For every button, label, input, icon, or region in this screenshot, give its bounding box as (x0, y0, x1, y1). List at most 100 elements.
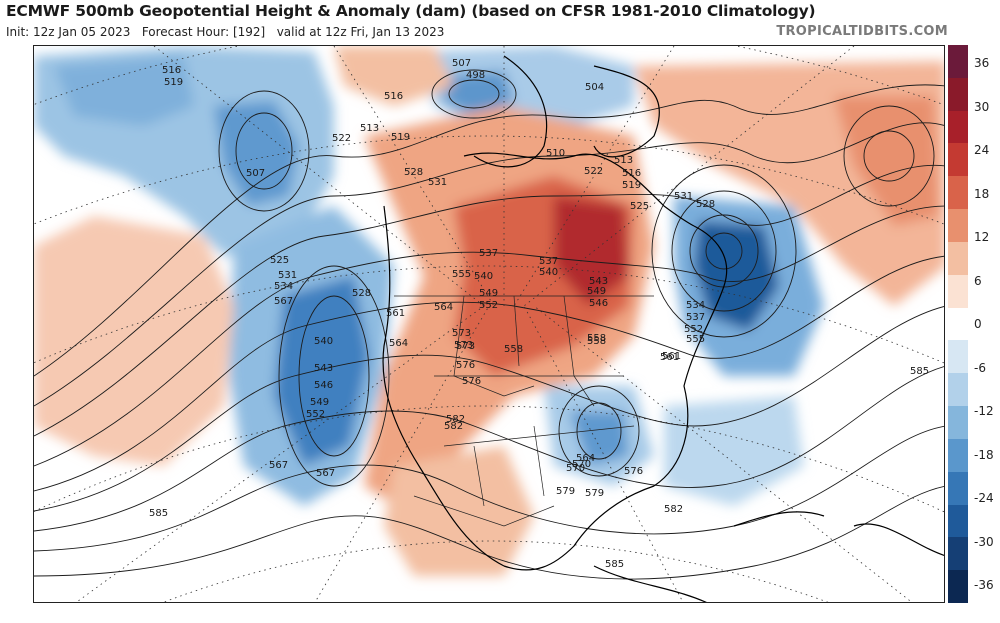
colorbar-tick-label: -30 (974, 534, 994, 549)
contour-label: 558 (587, 333, 606, 344)
colorbar-cell (948, 471, 968, 506)
contour-label: 519 (164, 77, 183, 88)
neg-anomaly-gulf-low-core (569, 411, 629, 466)
contour-label: 531 (278, 270, 297, 281)
colorbar-cell (948, 241, 968, 276)
colorbar-tick-label: 6 (974, 273, 982, 288)
contour-label: 543 (589, 276, 608, 287)
neg-anomaly-west-trough-core (274, 276, 369, 466)
contour-label: 561 (660, 352, 679, 363)
colorbar-cell (948, 143, 968, 177)
colorbar-cell (948, 45, 968, 79)
contour-label: 507 (246, 168, 265, 179)
colorbar-cell (948, 274, 968, 309)
height-contours (34, 69, 944, 580)
colorbar-tick-label: 30 (974, 99, 990, 114)
contour-label: 561 (386, 308, 405, 319)
contour-label: 585 (605, 559, 624, 570)
contour-label: 537 (479, 248, 498, 259)
anomaly-map: 516 519 507 498 504 510 513 516 519 522 … (34, 46, 944, 602)
contour-label: 549 (310, 397, 329, 408)
contour-label: 534 (274, 281, 293, 292)
colorbar-cell (948, 340, 968, 374)
contour-label: 528 (404, 167, 423, 178)
contour-label: 540 (539, 267, 558, 278)
contour-label: 519 (391, 132, 410, 143)
colorbar-cell (948, 504, 968, 538)
map-panel: 516 519 507 498 504 510 513 516 519 522 … (33, 45, 945, 603)
pos-anomaly-north-atlantic-core (834, 96, 939, 226)
contour-label: 543 (314, 363, 333, 374)
contour-label: 585 (910, 366, 929, 377)
contour-label: 552 (684, 324, 703, 335)
colorbar-tick-label: 12 (974, 230, 990, 244)
contour-label: 531 (674, 191, 693, 202)
contour-label: 582 (444, 421, 463, 432)
contour-label: 513 (360, 123, 379, 134)
contour-label: 576 (462, 376, 481, 387)
contour-label: 531 (428, 177, 447, 188)
contour-label: 564 (576, 453, 595, 464)
contour-label: 540 (314, 336, 333, 347)
contour-label: 498 (466, 70, 485, 81)
colorbar-cell (948, 570, 968, 604)
contour-label: 516 (162, 65, 181, 76)
forecast-hour: Forecast Hour: [192] (141, 25, 266, 39)
contour-label: 516 (622, 168, 641, 179)
contour-label: 552 (479, 300, 498, 311)
contour-label: 567 (274, 296, 293, 307)
pos-anomaly-great-lakes-core (554, 196, 629, 306)
contour-label: 570 (566, 463, 585, 474)
colorbar-tick-label: 18 (974, 186, 990, 201)
contour-label: 522 (584, 166, 603, 177)
pos-anomaly-top-center (334, 46, 454, 106)
contour-label: 540 (474, 271, 493, 282)
contour-label: 549 (587, 286, 606, 297)
contour-label: 555 (452, 269, 471, 280)
colorbar-cell (948, 307, 968, 341)
contour-label: 564 (434, 302, 453, 313)
contour-label: 546 (589, 298, 608, 309)
contour-label: 567 (269, 460, 288, 471)
neg-anomaly-aleutian (54, 56, 194, 126)
contour-label: 567 (316, 468, 335, 479)
colorbar-cell (948, 438, 968, 473)
contour-label: 564 (389, 338, 408, 349)
neg-anomaly-north-pacific-core (214, 101, 299, 206)
contour-label: 579 (556, 486, 575, 497)
colorbar-cell (948, 176, 968, 210)
colorbar-cell (948, 110, 968, 144)
contour-label: 570 (572, 459, 591, 470)
contour-label: 525 (630, 201, 649, 212)
colorbar-cell (948, 406, 968, 440)
contour-label: 537 (539, 256, 558, 267)
forecast-info: Init: 12z Jan 05 2023 Forecast Hour: [19… (6, 25, 444, 39)
contour-labels: 516 519 507 498 504 510 513 516 519 522 … (149, 58, 929, 570)
graticule (34, 46, 944, 602)
anomaly-shading (34, 46, 944, 576)
neg-anomaly-caribbean (664, 396, 804, 506)
contour-label: 552 (306, 409, 325, 420)
contour-label: 585 (149, 508, 168, 519)
contour-label: 582 (664, 504, 683, 515)
contour-label: 510 (546, 148, 565, 159)
contour-label: 573 (456, 341, 475, 352)
contour-label: 522 (332, 133, 351, 144)
contour-label: 555 (686, 334, 705, 345)
contour-label: 507 (452, 58, 471, 69)
contour-label: 516 (384, 91, 403, 102)
contour-label: 573 (452, 328, 471, 339)
contour-label: 528 (696, 199, 715, 210)
contour-label: 546 (314, 380, 333, 391)
contour-label: 513 (614, 155, 633, 166)
colorbar-tick-label: -6 (974, 360, 986, 375)
contour-label: 576 (456, 360, 475, 371)
coastlines (382, 55, 944, 602)
brand-watermark: TROPICALTIDBITS.COM (776, 24, 948, 39)
contour-label: 558 (504, 344, 523, 355)
contour-label: 549 (479, 288, 498, 299)
colorbar-tick-label: -12 (974, 404, 994, 418)
colorbar-tick-label: 24 (974, 143, 990, 157)
init-time: Init: 12z Jan 05 2023 (6, 25, 131, 39)
colorbar-cell (948, 373, 968, 407)
